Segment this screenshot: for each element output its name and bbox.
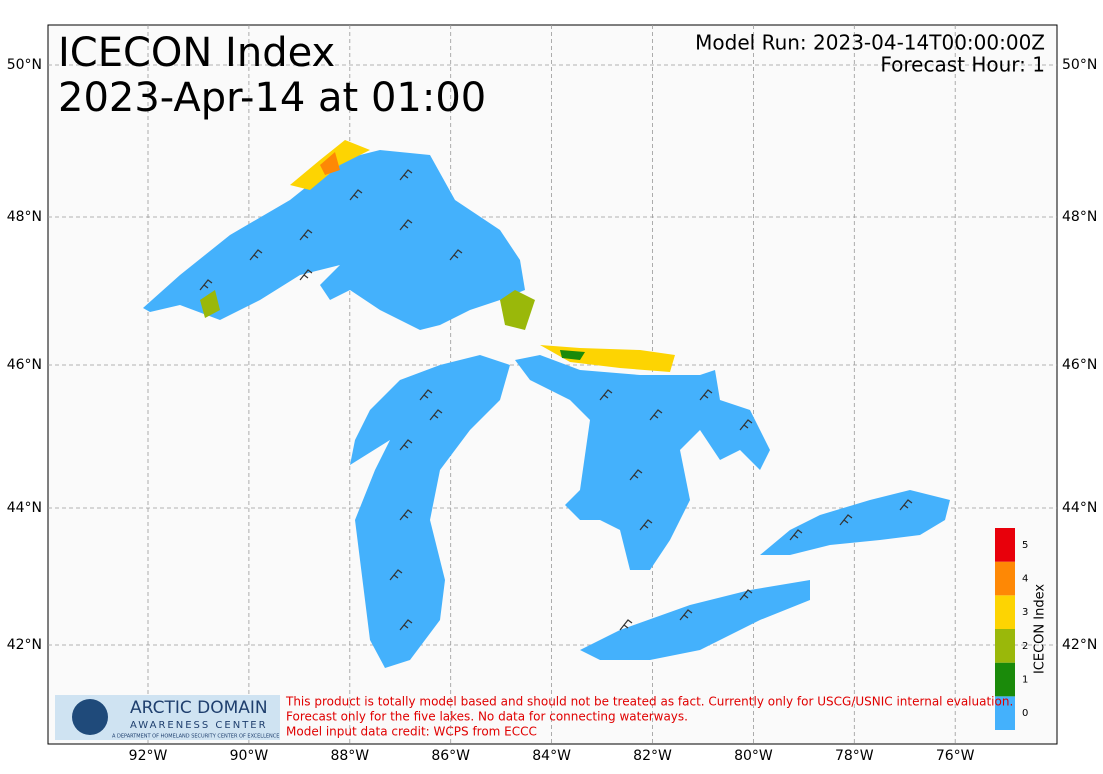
colorbar-title: ICECON Index	[1033, 584, 1048, 674]
lat-label: 50°N	[7, 57, 42, 73]
title: ICECON Index	[58, 30, 335, 76]
lon-label: 86°W	[431, 748, 470, 764]
lakes	[143, 140, 950, 668]
ice-patch	[560, 350, 585, 360]
lon-label: 76°W	[936, 748, 975, 764]
wind-barb	[839, 514, 853, 526]
wind-barb	[349, 189, 363, 201]
lake-huron	[515, 355, 770, 570]
lake-superior	[143, 150, 525, 330]
ice-patch	[200, 290, 220, 318]
wind-barb	[629, 469, 643, 481]
lat-label: 44°N	[7, 500, 42, 516]
lat-label: 42°N	[7, 637, 42, 653]
wind-barb	[789, 529, 803, 541]
wind-barb	[679, 609, 693, 621]
wind-barb	[399, 619, 413, 631]
lake-michigan	[350, 355, 510, 668]
lon-label: 82°W	[633, 748, 672, 764]
wind-barb	[639, 519, 653, 531]
logo-line2: AWARENESS CENTER	[130, 720, 268, 731]
colorbar-label: 3	[1022, 607, 1028, 618]
lon-label: 92°W	[129, 748, 168, 764]
colorbar-label: 1	[1022, 675, 1028, 686]
disclaimer-line: Model input data credit: WCPS from ECCC	[286, 725, 537, 739]
lon-label: 84°W	[532, 748, 571, 764]
lat-label-right: 50°N	[1062, 57, 1097, 73]
ice-patch	[500, 290, 535, 330]
lon-label: 80°W	[734, 748, 773, 764]
wind-barb	[419, 389, 433, 401]
model-run: Model Run: 2023-04-14T00:00:00Z	[695, 31, 1045, 55]
wind-barb	[299, 269, 313, 281]
logo-globe	[72, 699, 108, 735]
colorbar-label: 5	[1022, 540, 1028, 551]
wind-barb	[619, 619, 633, 631]
lat-label: 48°N	[7, 209, 42, 225]
lake-erie	[580, 580, 810, 660]
logo: ARCTIC DOMAIN AWARENESS CENTER A DEPARTM…	[55, 695, 280, 740]
lon-label: 78°W	[835, 748, 874, 764]
wind-barb	[299, 229, 313, 241]
colorbar: 0 1 2 3 4 5 ICECON Index	[995, 528, 1048, 730]
colorbar-label: 0	[1022, 708, 1028, 719]
wind-barb	[739, 589, 753, 601]
wind-barb	[399, 219, 413, 231]
lat-label-right: 44°N	[1062, 500, 1097, 516]
colorbar-segment	[995, 561, 1015, 596]
forecast-hour: Forecast Hour: 1	[880, 53, 1045, 77]
wind-barb	[399, 509, 413, 521]
wind-barb	[389, 569, 403, 581]
wind-barb	[449, 249, 463, 261]
lat-label-right: 42°N	[1062, 637, 1097, 653]
logo-line1: ARCTIC DOMAIN	[130, 698, 268, 718]
colorbar-label: 4	[1022, 574, 1028, 585]
ice-patch	[320, 152, 340, 175]
title-date: 2023-Apr-14 at 01:00	[58, 75, 486, 121]
wind-barb	[399, 169, 413, 181]
colorbar-label: 2	[1022, 641, 1028, 652]
wind-barb	[199, 279, 213, 291]
wind-barb	[429, 409, 443, 421]
wind-barb	[399, 439, 413, 451]
colorbar-segment	[995, 629, 1015, 663]
colorbar-segment	[995, 696, 1015, 730]
wind-barb	[649, 409, 663, 421]
colorbar-segment	[995, 528, 1015, 562]
wind-barbs	[199, 169, 913, 631]
wind-barb	[899, 499, 913, 511]
colorbar-segment	[995, 662, 1015, 697]
lat-label-right: 46°N	[1062, 357, 1097, 373]
lat-label-right: 48°N	[1062, 209, 1097, 225]
lon-label: 88°W	[330, 748, 369, 764]
wind-barb	[699, 389, 713, 401]
disclaimer-line: Forecast only for the five lakes. No dat…	[286, 710, 688, 724]
lon-label: 90°W	[230, 748, 269, 764]
colorbar-segment	[995, 595, 1015, 629]
lat-label: 46°N	[7, 357, 42, 373]
disclaimer-line: This product is totally model based and …	[285, 695, 1013, 709]
wind-barb	[739, 419, 753, 431]
logo-line3: A DEPARTMENT OF HOMELAND SECURITY CENTER…	[112, 734, 279, 740]
disclaimer: This product is totally model based and …	[285, 695, 1013, 739]
wind-barb	[599, 389, 613, 401]
wind-barb	[249, 249, 263, 261]
